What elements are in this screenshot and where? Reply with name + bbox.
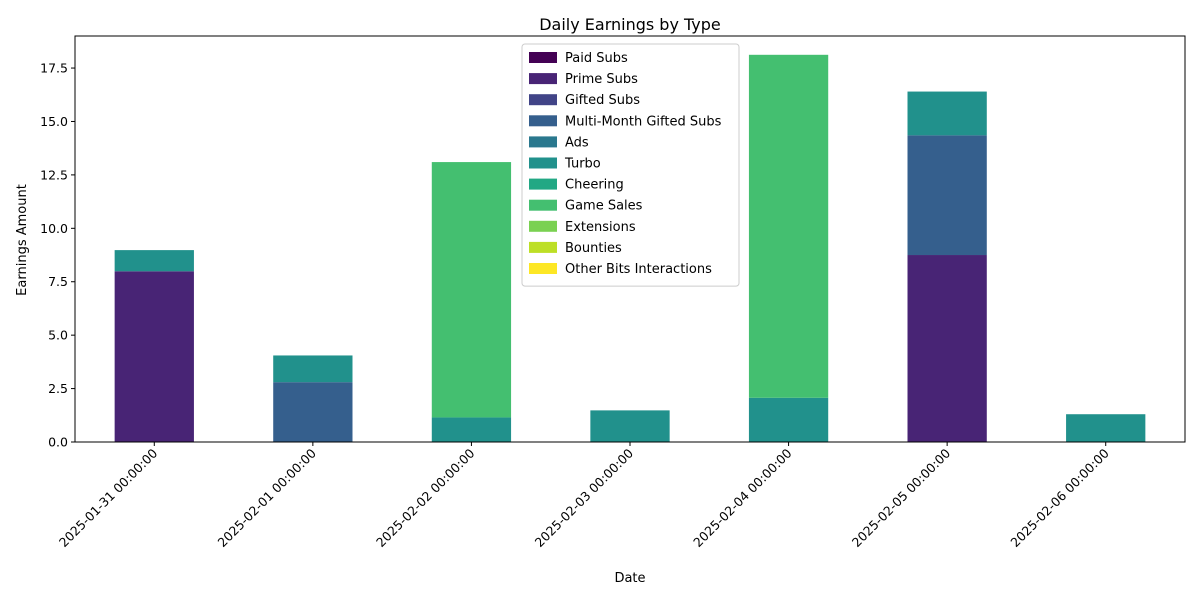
legend-label: Prime Subs: [565, 72, 638, 87]
y-tick-label: 0.0: [48, 435, 68, 450]
legend-label: Bounties: [565, 241, 622, 256]
legend-swatch: [529, 157, 557, 169]
legend-label: Game Sales: [565, 199, 643, 214]
bar-segment: [273, 355, 353, 383]
legend-swatch: [529, 178, 557, 190]
chart-title: Daily Earnings by Type: [539, 15, 721, 34]
legend-swatch: [529, 94, 557, 106]
bar-segment: [907, 91, 987, 136]
legend: Paid Subs Prime Subs Gifted Subs Multi-Mont…: [521, 43, 740, 287]
y-tick-label: 15.0: [40, 114, 68, 129]
y-tick-label: 17.5: [40, 61, 68, 76]
legend-label: Cheering: [565, 178, 624, 193]
bar-segment: [431, 162, 512, 418]
bar-segment: [748, 54, 829, 398]
y-tick-label: 12.5: [40, 167, 68, 182]
y-tick-label: 5.0: [48, 328, 68, 343]
legend-swatch: [529, 220, 557, 232]
bars-layer: [114, 54, 1146, 442]
bar-segment: [431, 417, 512, 442]
legend-label: Gifted Subs: [565, 93, 640, 108]
legend-label: Multi-Month Gifted Subs: [565, 114, 722, 129]
y-tick-label: 2.5: [48, 381, 68, 396]
legend-swatch: [529, 263, 557, 274]
legend-swatch: [529, 136, 557, 148]
y-tick-label: 7.5: [48, 274, 68, 289]
bar-segment: [590, 410, 670, 442]
legend-label: Turbo: [564, 157, 601, 172]
bar-segment: [907, 255, 987, 442]
legend-label: Paid Subs: [565, 51, 628, 66]
y-tick-label: 10.0: [40, 221, 68, 236]
legend-swatch: [529, 115, 557, 127]
legend-label: Other Bits Interactions: [565, 262, 712, 277]
bar-segment: [748, 397, 829, 442]
x-axis-title: Date: [614, 571, 645, 586]
bar-segment: [114, 250, 194, 272]
legend-swatch: [529, 52, 557, 63]
legend-swatch: [529, 73, 557, 85]
bar-segment: [1066, 414, 1146, 442]
bar-segment: [907, 135, 987, 256]
bar-segment: [273, 382, 353, 442]
bar-segment: [114, 271, 194, 442]
y-axis-title: Earnings Amount: [15, 184, 30, 296]
legend-swatch: [529, 199, 557, 211]
legend-box: [521, 43, 740, 287]
legend-label: Ads: [565, 135, 589, 150]
legend-swatch: [529, 241, 557, 253]
legend-label: Extensions: [565, 220, 636, 235]
